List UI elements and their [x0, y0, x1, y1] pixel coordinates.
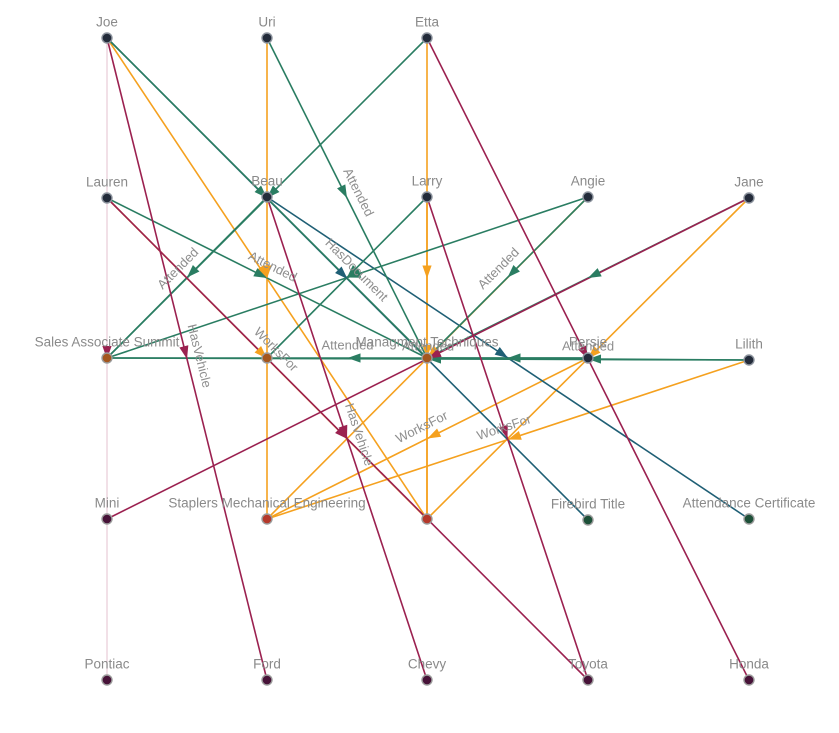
node-firebird[interactable] [582, 514, 594, 526]
node-sas[interactable] [101, 352, 113, 364]
node-label-persie: Persie [569, 335, 607, 350]
edge-label-attended-Lilith-SAS: Attended [402, 338, 454, 353]
node-honda[interactable] [743, 674, 755, 686]
node-pontiac[interactable] [101, 674, 113, 686]
node-label-lilith: Lilith [735, 337, 763, 352]
node-chevy[interactable] [421, 674, 433, 686]
node-label-mt: Managment Techniques [355, 335, 498, 350]
arrow-hasdocument-Beau-AttCert [494, 346, 508, 358]
node-label-angie: Angie [571, 174, 606, 189]
arrow-worksfor-Larry-Company2 [422, 345, 432, 358]
node-mini[interactable] [101, 513, 113, 525]
node-ford[interactable] [261, 674, 273, 686]
node-label-firebird: Firebird Title [551, 497, 625, 512]
arrow-hasvehicle-Larry-Toyota [499, 424, 508, 439]
node-company2[interactable] [421, 513, 433, 525]
node-label-pontiac: Pontiac [84, 657, 129, 672]
arrow-attended-Persie-SAS [347, 353, 361, 363]
node-label-beau: Beau [251, 174, 283, 189]
edge-label-attended-Lilith-MT: Attended [562, 338, 614, 353]
node-beau[interactable] [261, 191, 273, 203]
node-attcert[interactable] [743, 513, 755, 525]
arrow-attended-Larry-Event2 [347, 265, 360, 278]
node-label-mini: Mini [95, 496, 120, 511]
node-joe[interactable] [101, 32, 113, 44]
node-lilith[interactable] [743, 354, 755, 366]
node-label-ford: Ford [253, 657, 281, 672]
node-lauren[interactable] [101, 192, 113, 204]
node-angie[interactable] [582, 191, 594, 203]
node-label-lauren: Lauren [86, 175, 128, 190]
edge-label-attended-Lauren-MT: Attended [246, 248, 299, 285]
arrow-worksfor-Lilith-Staplers [508, 431, 522, 440]
node-label-uri: Uri [258, 15, 275, 30]
node-label-honda: Honda [729, 657, 769, 672]
arrow-attended-Uri-MT [337, 184, 347, 198]
arrow-hasvehicle-Joe-Ford [179, 345, 189, 359]
node-mt[interactable] [421, 352, 433, 364]
node-staplers[interactable] [261, 513, 273, 525]
edge-label-hasvehicle-Joe-Ford: HasVehicle [185, 322, 215, 389]
node-label-chevy: Chevy [408, 657, 447, 672]
node-etta[interactable] [421, 32, 433, 44]
arrow-worksfor-Uri-Staplers [262, 265, 272, 279]
node-label-sas: Sales Associate Summit [35, 335, 180, 350]
node-toyota[interactable] [582, 674, 594, 686]
node-label-larry: Larry [412, 174, 443, 189]
arrow-attended-Beau-SAS [187, 265, 200, 278]
arrow-hasdocument-Joe-Firebird [335, 266, 348, 279]
arrow-attended-Lilith-MT [588, 354, 602, 364]
node-label-etta: Etta [415, 15, 440, 30]
node-jane[interactable] [743, 192, 755, 204]
node-persie[interactable] [582, 352, 594, 364]
arrow-attended-Jane-MT [588, 268, 602, 278]
edge-label-worksfor-Persie-Staplers: WorksFor [393, 407, 450, 446]
node-label-joe: Joe [96, 15, 118, 30]
node-uri[interactable] [261, 32, 273, 44]
arrow-attended-Angie-MT [507, 265, 520, 278]
edge-label-attended-Persie-SAS: Attended [321, 337, 373, 352]
arrow-worksfor-Etta-Company2 [422, 265, 432, 279]
node-label-attcert: Attendance Certificate [683, 496, 816, 511]
arrow-attended-Lauren-MT [253, 268, 267, 278]
edge-label-hasdocument-Joe-Firebird: HasDocument [322, 235, 391, 304]
node-label-jane: Jane [734, 175, 763, 190]
arrow-attended-Persie-MT [507, 353, 521, 363]
node-larry[interactable] [421, 191, 433, 203]
node-label-staplers: Staplers Mechanical Engineering [168, 496, 365, 511]
node-event2[interactable] [261, 352, 273, 364]
arrow-worksfor-Persie-Staplers [427, 428, 442, 439]
arrow-hasvehicle-Lauren-Toyota [335, 426, 348, 439]
node-label-toyota: Toyota [568, 657, 608, 672]
